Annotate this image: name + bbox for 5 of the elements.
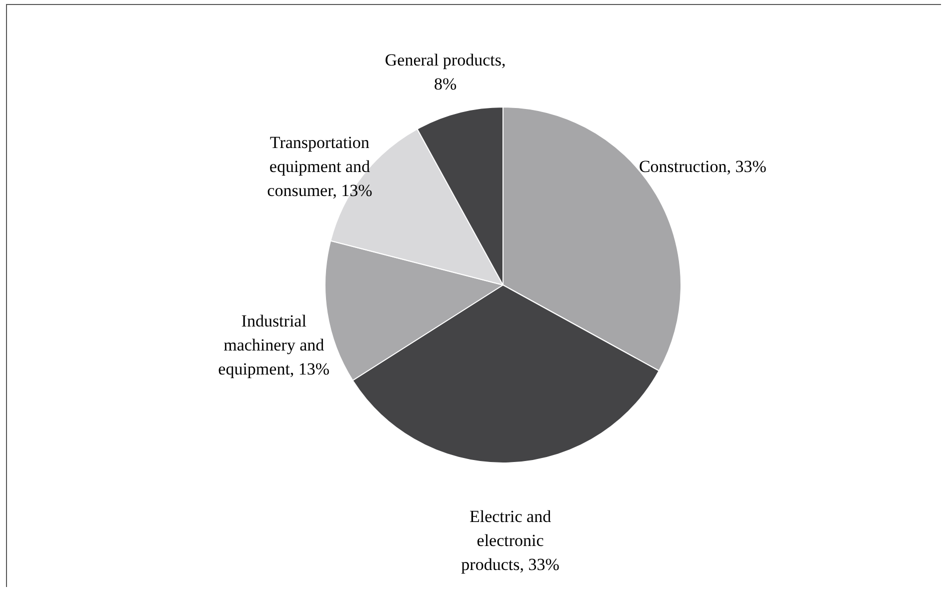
slice-label: Construction, 33% bbox=[638, 156, 766, 176]
slice-label: Transportation equipment and consumer, 13% bbox=[267, 132, 372, 200]
slice-label: Electric and electronic products, 33% bbox=[461, 506, 560, 574]
slice-label: General products, 8% bbox=[384, 50, 506, 94]
slice-label: Industrial machinery and equipment, 13% bbox=[218, 311, 330, 378]
